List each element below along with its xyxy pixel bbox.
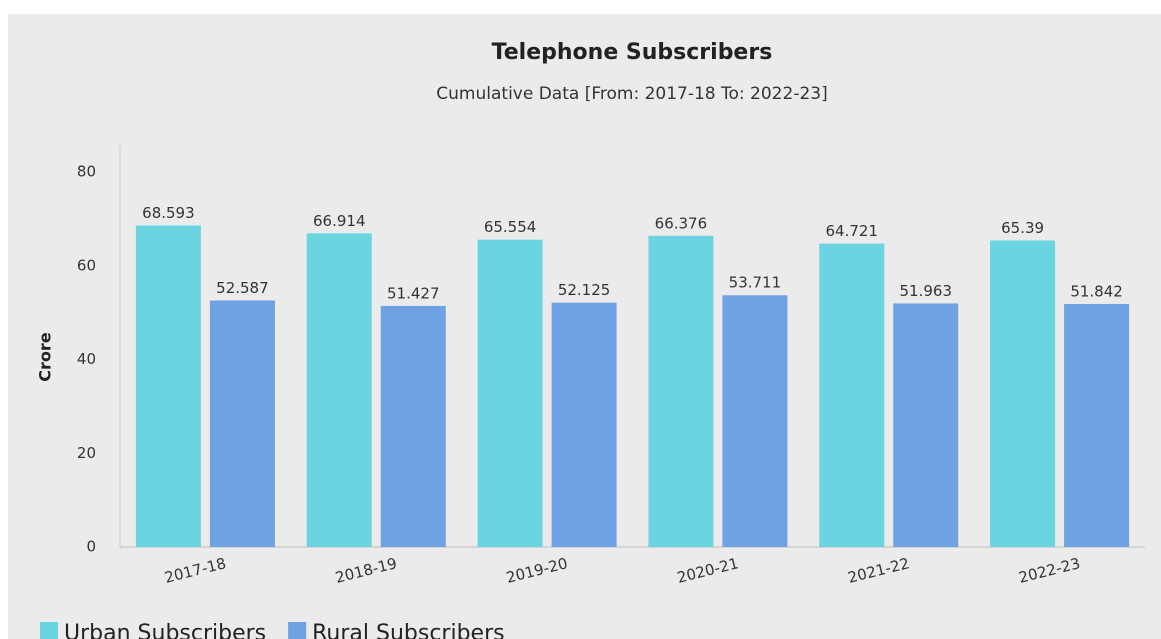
bar — [209, 300, 275, 547]
bar — [893, 303, 959, 547]
bar — [306, 233, 372, 547]
legend-swatch — [40, 622, 58, 639]
value-label: 52.587 — [216, 279, 269, 297]
value-label: 51.842 — [1070, 282, 1123, 300]
value-label: 65.554 — [484, 218, 537, 236]
bar — [1064, 303, 1130, 547]
chart-subtitle: Cumulative Data [From: 2017-18 To: 2022-… — [436, 84, 827, 104]
y-tick-label: 60 — [77, 256, 96, 274]
value-label: 51.427 — [387, 284, 440, 302]
bar — [648, 235, 714, 548]
bar — [722, 295, 788, 547]
bar — [477, 239, 543, 547]
value-label: 53.711 — [729, 274, 782, 292]
y-tick-label: 40 — [77, 350, 96, 368]
y-tick-label: 80 — [77, 163, 96, 181]
legend-swatch — [288, 622, 307, 639]
chart-title: Telephone Subscribers — [492, 40, 773, 65]
y-axis-label: Crore — [36, 332, 55, 382]
bar — [990, 240, 1056, 547]
value-label: 66.376 — [655, 214, 708, 232]
y-tick-label: 20 — [77, 444, 96, 462]
value-label: 64.721 — [826, 222, 879, 240]
legend-label: Rural Subscribers — [312, 621, 504, 639]
bar — [551, 302, 617, 547]
value-label: 65.39 — [1001, 219, 1044, 237]
bar — [380, 305, 446, 547]
value-label: 51.963 — [900, 282, 953, 300]
bar — [135, 225, 201, 547]
y-tick-label: 0 — [86, 538, 96, 556]
value-label: 68.593 — [142, 204, 195, 222]
value-label: 52.125 — [558, 281, 611, 299]
legend-label: Urban Subscribers — [64, 621, 266, 639]
value-label: 66.914 — [313, 212, 366, 230]
bar — [819, 243, 885, 548]
